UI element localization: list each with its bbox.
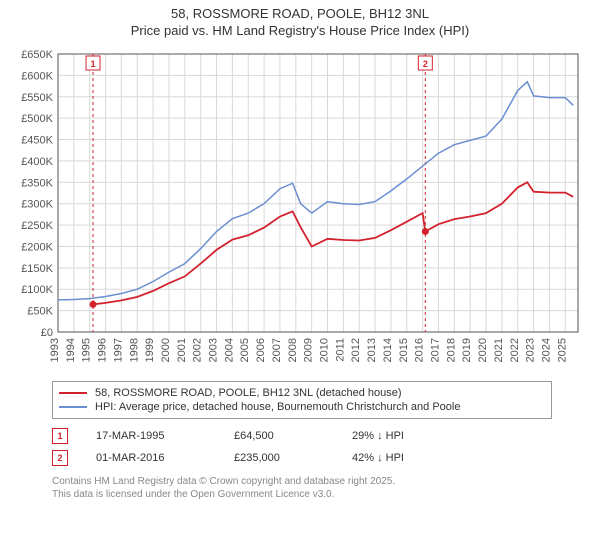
x-tick-label: 1995: [81, 338, 93, 362]
sale-marker-number: 2: [423, 59, 428, 69]
x-tick-label: 2006: [255, 338, 267, 362]
x-tick-label: 2004: [223, 338, 235, 362]
y-tick-label: £450K: [21, 134, 53, 146]
sale-marker-badge: 2: [52, 450, 68, 466]
x-tick-label: 2011: [334, 338, 346, 362]
y-tick-label: £350K: [21, 177, 53, 189]
x-tick-label: 2013: [366, 338, 378, 362]
x-tick-label: 2014: [382, 338, 394, 362]
x-tick-label: 2016: [414, 338, 426, 362]
footer: Contains HM Land Registry data © Crown c…: [52, 475, 592, 501]
sale-point: [90, 301, 97, 308]
y-tick-label: £650K: [21, 49, 53, 61]
x-tick-label: 1999: [144, 338, 156, 362]
sale-price: £64,500: [234, 430, 324, 442]
legend: 58, ROSSMORE ROAD, POOLE, BH12 3NL (deta…: [52, 381, 552, 419]
x-tick-label: 1997: [112, 338, 124, 362]
chart-svg: £0 £50K £100K £150K £200K £250K £300K £350K £400…: [8, 46, 588, 371]
sales-table: 1 17-MAR-1995 £64,500 29% ↓ HPI 2 01-MAR-2016…: [52, 425, 592, 469]
x-tick-label: 2003: [208, 338, 220, 362]
x-tick-label: 2023: [525, 338, 537, 362]
legend-label: HPI: Average price, detached house, Bour…: [95, 401, 460, 413]
sale-price: £235,000: [234, 452, 324, 464]
x-tick-label: 2015: [398, 338, 410, 362]
legend-label: 58, ROSSMORE ROAD, POOLE, BH12 3NL (deta…: [95, 387, 402, 399]
x-tick-label: 2002: [192, 338, 204, 362]
sale-diff-hpi: 42% ↓ HPI: [352, 452, 462, 464]
x-tick-label: 1993: [49, 338, 61, 362]
y-tick-label: £200K: [21, 241, 53, 253]
title-line-2: Price paid vs. HM Land Registry's House …: [8, 23, 592, 40]
sale-date: 01-MAR-2016: [96, 452, 206, 464]
y-tick-label: £500K: [21, 113, 53, 125]
x-tick-label: 2019: [461, 338, 473, 362]
footer-line-1: Contains HM Land Registry data © Crown c…: [52, 475, 592, 488]
legend-swatch: [59, 392, 87, 394]
x-tick-label: 2001: [176, 338, 188, 362]
x-tick-label: 2008: [287, 338, 299, 362]
chart-card: 58, ROSSMORE ROAD, POOLE, BH12 3NL Price…: [0, 0, 600, 560]
y-tick-label: £600K: [21, 70, 53, 82]
x-tick-label: 2025: [556, 338, 568, 362]
x-tick-label: 2000: [160, 338, 172, 362]
y-tick-label: £150K: [21, 263, 53, 275]
x-tick-label: 1996: [97, 338, 109, 362]
sale-row: 1 17-MAR-1995 £64,500 29% ↓ HPI: [52, 425, 592, 447]
x-tick-label: 2010: [319, 338, 331, 362]
x-tick-label: 2009: [303, 338, 315, 362]
y-tick-label: £100K: [21, 284, 53, 296]
sale-marker-number: 1: [91, 59, 96, 69]
x-tick-label: 2020: [477, 338, 489, 362]
x-tick-label: 2022: [509, 338, 521, 362]
x-tick-label: 2007: [271, 338, 283, 362]
y-tick-label: £300K: [21, 198, 53, 210]
footer-line-2: This data is licensed under the Open Gov…: [52, 488, 592, 501]
sale-row: 2 01-MAR-2016 £235,000 42% ↓ HPI: [52, 447, 592, 469]
legend-item: 58, ROSSMORE ROAD, POOLE, BH12 3NL (deta…: [59, 386, 545, 400]
title-line-1: 58, ROSSMORE ROAD, POOLE, BH12 3NL: [8, 6, 592, 23]
y-tick-label: £0: [41, 327, 53, 339]
x-tick-label: 2018: [445, 338, 457, 362]
sale-marker-badge: 1: [52, 428, 68, 444]
sale-date: 17-MAR-1995: [96, 430, 206, 442]
y-tick-label: £50K: [27, 305, 53, 317]
sale-point: [422, 228, 429, 235]
chart: £0 £50K £100K £150K £200K £250K £300K £350K £400…: [8, 46, 592, 371]
x-tick-label: 1998: [128, 338, 140, 362]
x-tick-label: 2005: [239, 338, 251, 362]
legend-item: HPI: Average price, detached house, Bour…: [59, 400, 545, 414]
x-tick-label: 2021: [493, 338, 505, 362]
x-tick-label: 2024: [540, 338, 552, 362]
x-tick-label: 2017: [429, 338, 441, 362]
x-tick-label: 2012: [350, 338, 362, 362]
y-tick-label: £400K: [21, 156, 53, 168]
legend-swatch: [59, 406, 87, 408]
y-tick-label: £250K: [21, 220, 53, 232]
y-tick-label: £550K: [21, 92, 53, 104]
x-tick-label: 1994: [65, 338, 77, 362]
sale-diff-hpi: 29% ↓ HPI: [352, 430, 462, 442]
